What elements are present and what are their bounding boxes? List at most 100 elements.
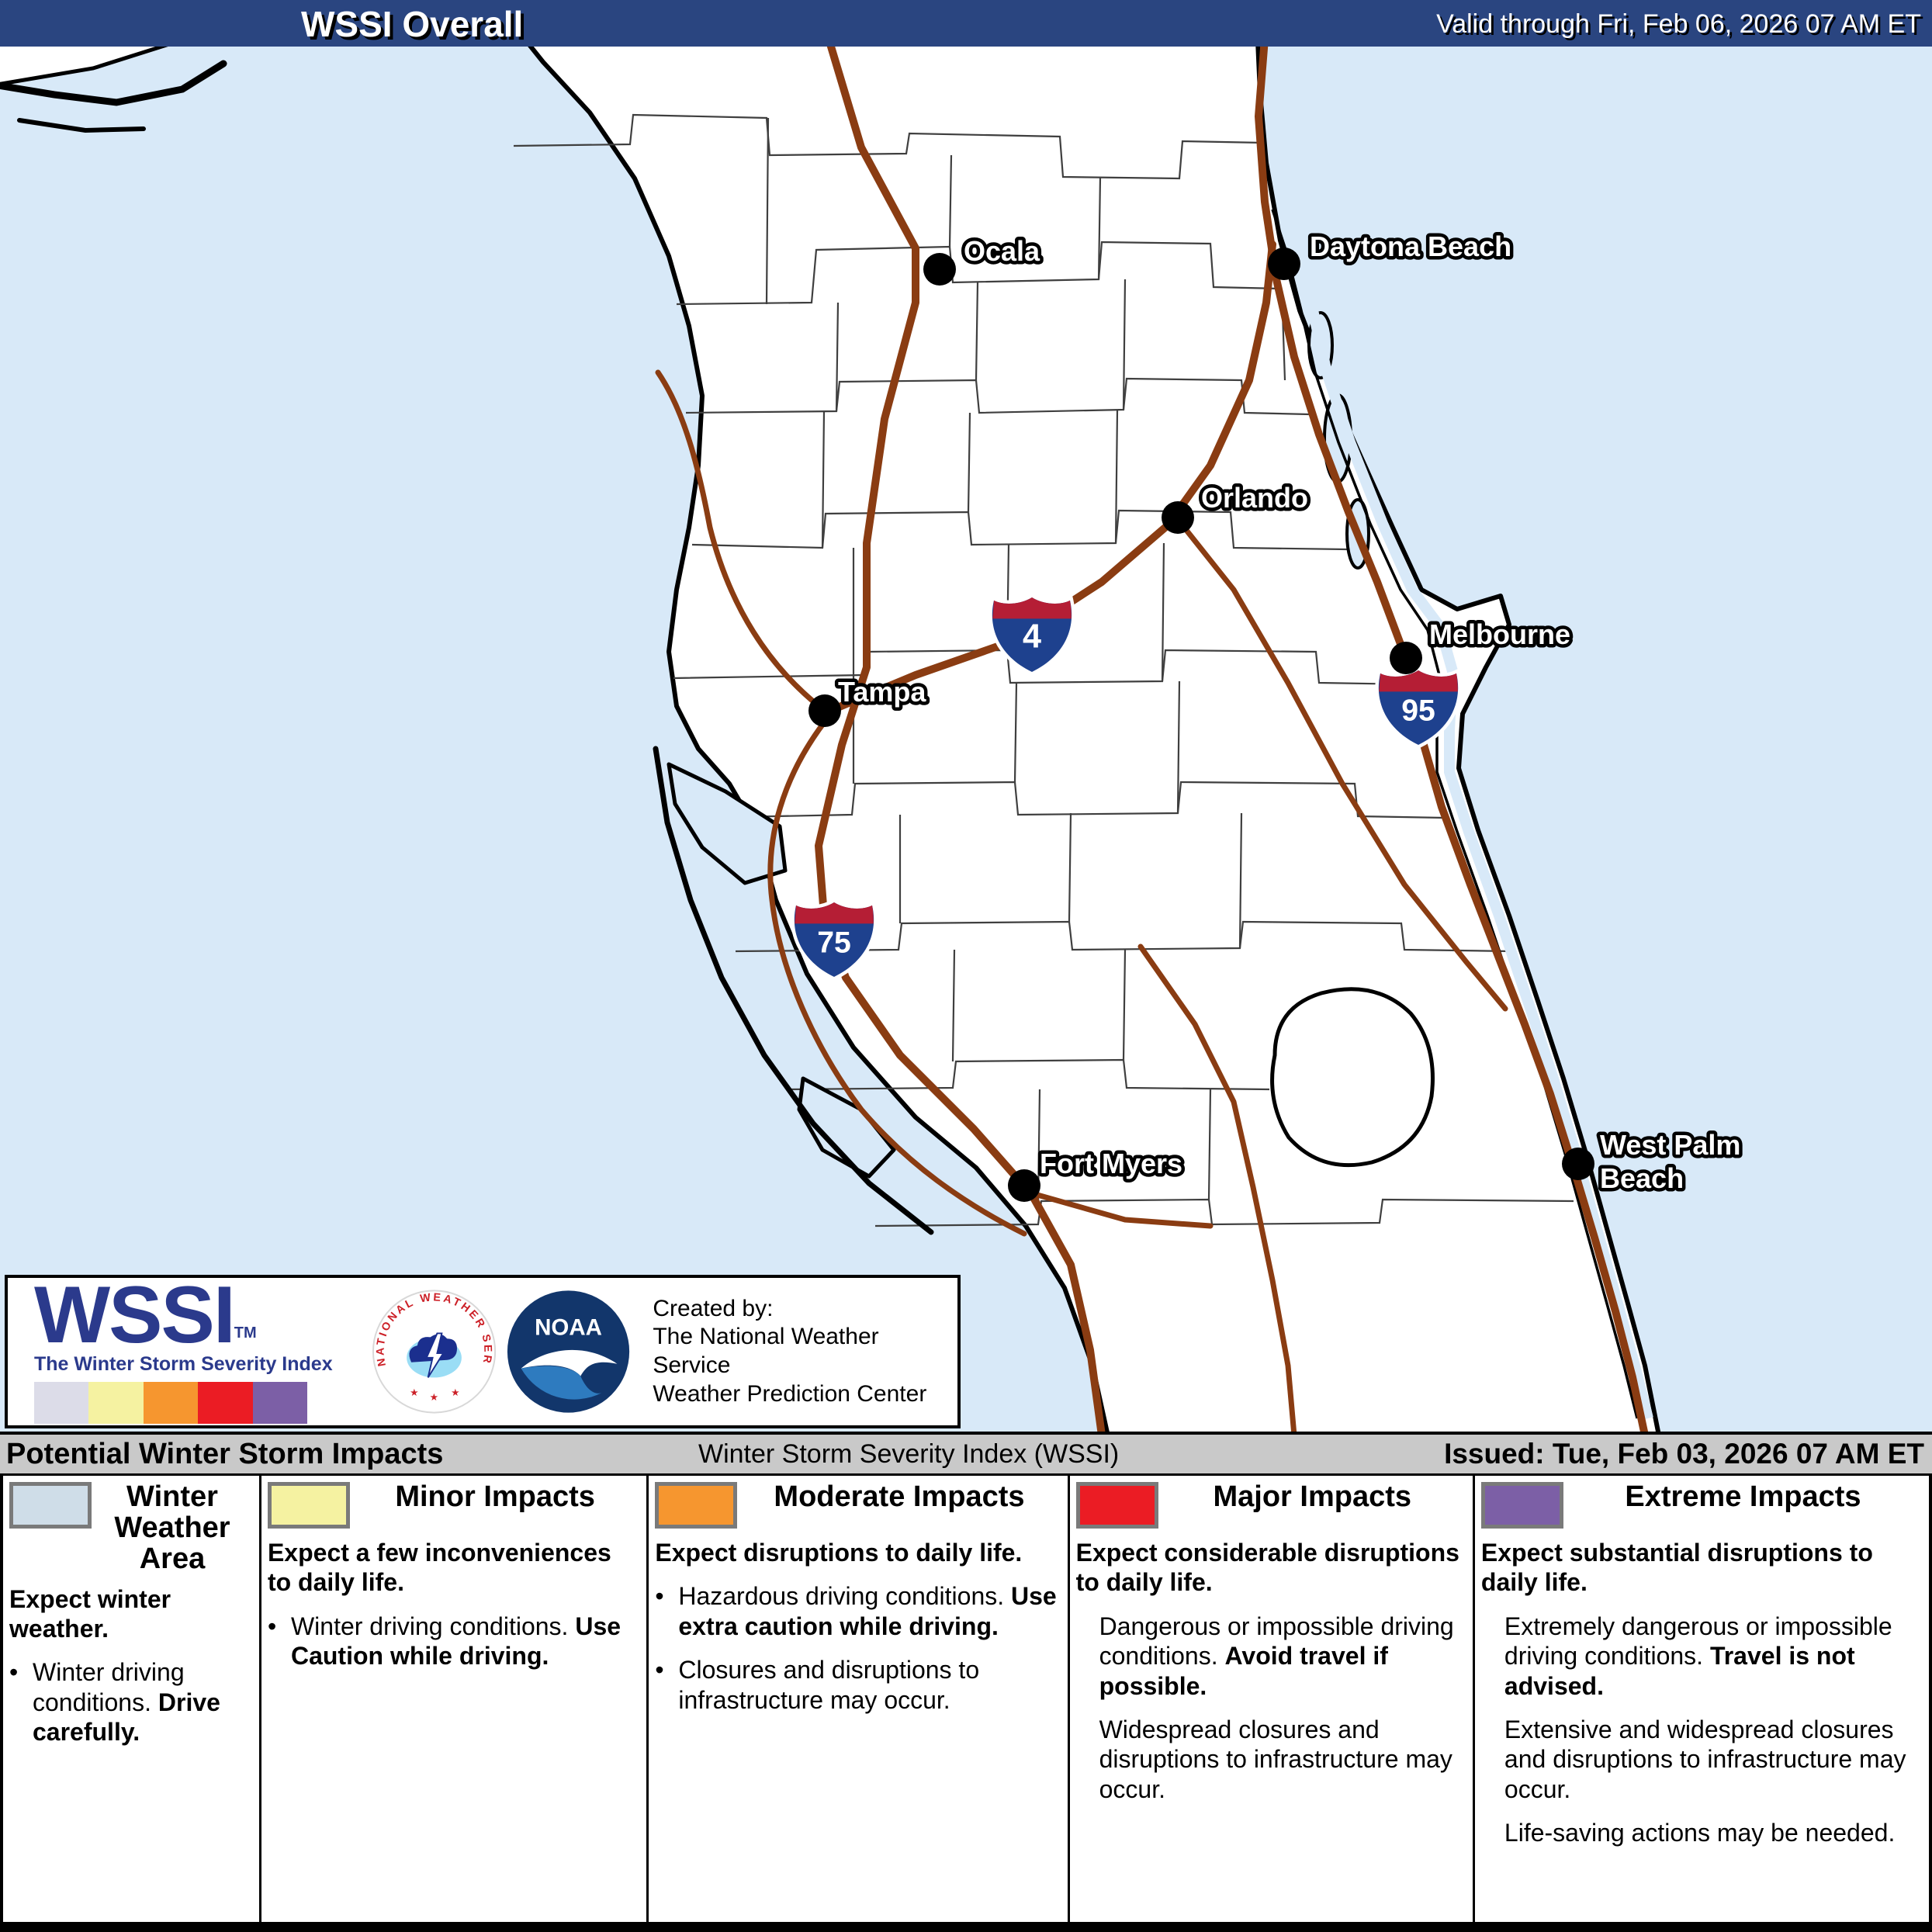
shield-red-band	[992, 597, 1072, 619]
legend-column-extreme-impacts: Extreme Impacts Expect substantial disrup…	[1472, 1476, 1929, 1922]
svg-text:★: ★	[451, 1387, 459, 1398]
legend-bullet: Extremely dangerous or impossible drivin…	[1481, 1612, 1923, 1701]
map-svg: 4 95 75 Ocala Daytona Beach Orlando Melbourne…	[0, 47, 1932, 1432]
bullet-indent	[1481, 1818, 1504, 1847]
florida-map: 4 95 75 Ocala Daytona Beach Orlando Melbourne…	[0, 47, 1932, 1432]
legend-bullet-text: Winter driving conditions. Drive careful…	[33, 1658, 220, 1747]
city-dot	[1008, 1169, 1040, 1202]
tampa-bay	[667, 762, 788, 885]
legend-bullet: Widespread closures and disruptions to i…	[1076, 1715, 1466, 1804]
valid-through-text: Valid through Fri, Feb 06, 2026 07 AM ET	[1436, 9, 1921, 39]
legend-bullet-text: Extensive and widespread closures and di…	[1504, 1715, 1906, 1803]
colorbar-segment	[252, 1382, 308, 1425]
shield-red-band	[795, 902, 874, 924]
turnpike-road	[1176, 518, 1508, 1012]
legend-bullet-text: Hazardous driving conditions. Use extra …	[678, 1582, 1057, 1640]
gulf-barrier-islands	[653, 746, 934, 1235]
created-by-line: Created by:	[653, 1295, 774, 1321]
legend-title: Major Impacts	[1213, 1480, 1412, 1513]
legend-column-minor-impacts: Minor Impacts Expect a few inconveniences…	[258, 1476, 646, 1922]
us41-road	[767, 718, 1027, 1237]
wssi-logo-box: WSSITM The Winter Storm Severity Index N…	[5, 1275, 961, 1428]
wssi-tagline: The Winter Storm Severity Index	[34, 1353, 333, 1376]
legend-intro: Expect winter weather.	[9, 1584, 171, 1643]
legend-swatch	[1480, 1482, 1563, 1529]
city-dot	[1268, 248, 1300, 280]
svg-text:★: ★	[430, 1391, 438, 1403]
city-dot	[808, 694, 841, 727]
legend-bullet: • Hazardous driving conditions. Use extra…	[655, 1581, 1061, 1641]
created-by-text: Created by: The National Weather Service…	[632, 1295, 957, 1408]
bottom-border-bar	[0, 1922, 1932, 1932]
legend-title: Winter Weather Area	[114, 1480, 230, 1575]
svg-text:★: ★	[410, 1387, 418, 1398]
legend-swatch	[267, 1482, 350, 1529]
nws-logo: NATIONAL WEATHER SERVICE ★ ★ ★	[372, 1290, 497, 1414]
legend-bullet-text: Extremely dangerous or impossible drivin…	[1504, 1612, 1892, 1700]
legend-swatch	[655, 1482, 738, 1529]
legend-column-major-impacts: Major Impacts Expect considerable disrupt…	[1067, 1476, 1473, 1922]
impacts-bar-subtitle: Winter Storm Severity Index (WSSI)	[698, 1439, 1120, 1469]
legend-title: Extreme Impacts	[1625, 1480, 1861, 1513]
legend-title: Minor Impacts	[395, 1480, 595, 1513]
created-by-line: Weather Prediction Center	[653, 1380, 927, 1407]
city-label: Ocala	[964, 235, 1040, 267]
legend-title: Moderate Impacts	[774, 1480, 1025, 1513]
lake-okeechobee	[1270, 987, 1435, 1168]
colorbar-segment	[88, 1382, 144, 1425]
us19-road	[655, 369, 828, 714]
wssi-logo: WSSITM The Winter Storm Severity Index	[8, 1269, 370, 1425]
interstate-shield: 4	[989, 593, 1075, 676]
city-label: West Palm	[1600, 1129, 1740, 1161]
legend-intro: Expect considerable disruptions to daily…	[1075, 1539, 1459, 1597]
shield-red-band	[1379, 670, 1458, 692]
legend-bullet-text: Winter driving conditions. Use Caution w…	[290, 1612, 621, 1671]
legend-bullet: Dangerous or impossible driving conditio…	[1076, 1612, 1466, 1701]
indian-river-lagoon	[1276, 192, 1653, 1420]
wssi-wordmark: WSSITM	[34, 1269, 257, 1360]
svg-text:NOAA: NOAA	[535, 1314, 602, 1340]
issued-timestamp: Issued: Tue, Feb 03, 2026 07 AM ET	[1444, 1438, 1924, 1470]
city-label: Fort Myers	[1040, 1148, 1182, 1179]
legend-bullet: Extensive and widespread closures and di…	[1481, 1715, 1923, 1804]
bullet-indent	[1481, 1715, 1504, 1804]
shield-number: 95	[1401, 694, 1435, 728]
bullet-dot: •	[9, 1658, 19, 1687]
legend-bullet: • Winter driving conditions. Use Caution …	[268, 1612, 640, 1671]
legend-bullet-text: Widespread closures and disruptions to i…	[1099, 1715, 1452, 1803]
interstate-shields: 4 95 75	[791, 593, 1462, 981]
barrier-island	[17, 118, 146, 133]
city-label: Tampa	[838, 676, 926, 708]
barrier-island	[0, 60, 227, 106]
bullet-indent	[1076, 1715, 1099, 1804]
interstate-shield: 75	[791, 898, 878, 981]
legend-bullet: • Winter driving conditions. Drive carefu…	[9, 1657, 253, 1747]
bullet-indent	[1076, 1612, 1099, 1701]
legend-column-winter-weather-area: Winter Weather Area Expect winter weather…	[3, 1476, 259, 1922]
noaa-logo: NOAA	[507, 1290, 630, 1413]
legend-bullet: Life-saving actions may be needed.	[1481, 1818, 1923, 1847]
bullet-indent	[1481, 1612, 1504, 1701]
city-labels: Ocala Daytona Beach Orlando Melbourne Tampa F…	[808, 227, 1744, 1202]
us27-road	[1137, 943, 1297, 1432]
legend-swatch	[9, 1482, 92, 1529]
shield-number: 4	[1023, 618, 1041, 656]
legend: Winter Weather Area Expect winter weather…	[0, 1476, 1932, 1922]
interstate-shield: 95	[1375, 666, 1462, 749]
city-label: Melbourne	[1429, 618, 1570, 650]
legend-column-moderate-impacts: Moderate Impacts Expect disruptions to da…	[646, 1476, 1067, 1922]
colorbar-segment	[198, 1382, 253, 1425]
legend-bullet-text: Life-saving actions may be needed.	[1504, 1819, 1896, 1847]
colorbar-segment	[34, 1382, 89, 1425]
header-bar: WSSI Overall Valid through Fri, Feb 06, …	[0, 0, 1932, 47]
bullet-dot: •	[267, 1612, 277, 1640]
bullet-dot: •	[655, 1656, 664, 1684]
mainland-shoreline	[1271, 209, 1639, 1419]
created-by-line: The National Weather Service	[653, 1324, 879, 1378]
page-title: WSSI Overall	[301, 4, 524, 44]
legend-bullet-text: Closures and disruptions to infrastructu…	[678, 1656, 980, 1714]
sr80-road	[1029, 1190, 1214, 1229]
legend-intro: Expect substantial disruptions to daily …	[1480, 1539, 1873, 1597]
bullet-dot: •	[655, 1582, 664, 1611]
